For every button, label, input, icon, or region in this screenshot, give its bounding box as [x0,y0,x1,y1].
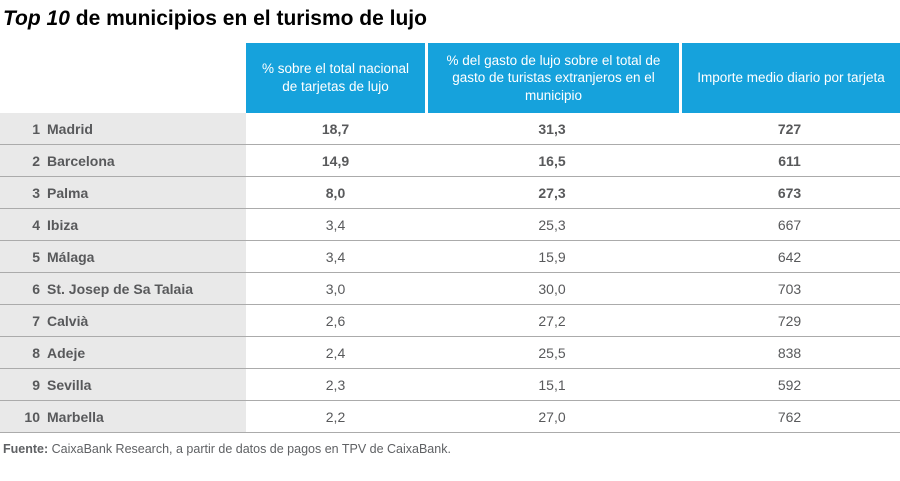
municipality-name: Palma [47,184,89,201]
avg-daily-amount-value: 611 [679,145,900,177]
municipality-cell: 4 Ibiza [0,209,246,241]
avg-daily-amount-value: 703 [679,273,900,305]
municipality-cell: 1 Madrid [0,113,246,145]
municipality-cell: 10 Marbella [0,401,246,433]
municipality-cell: 6 St. Josep de Sa Talaia [0,273,246,305]
pct-national-cards-value: 2,6 [246,305,425,337]
pct-luxury-spend-value: 25,5 [425,337,679,369]
table-row: 8 Adeje 2,4 25,5 838 [0,337,900,369]
table-row: 4 Ibiza 3,4 25,3 667 [0,209,900,241]
column-header-pct-national-cards: % sobre el total nacional de tarjetas de… [246,43,425,113]
avg-daily-amount-value: 762 [679,401,900,433]
avg-daily-amount-value: 838 [679,337,900,369]
pct-national-cards-value: 18,7 [246,113,425,145]
municipality-name: Sevilla [47,376,92,393]
avg-daily-amount-value: 642 [679,241,900,273]
municipality-rank: 10 [24,408,40,425]
table-row: 6 St. Josep de Sa Talaia 3,0 30,0 703 [0,273,900,305]
municipality-rank: 9 [32,376,40,393]
table-row: 5 Málaga 3,4 15,9 642 [0,241,900,273]
municipality-rank: 8 [32,344,40,361]
municipality-rank: 3 [32,184,40,201]
municipality-name: Ibiza [47,216,79,233]
pct-luxury-spend-value: 15,9 [425,241,679,273]
municipality-name: Adeje [47,344,86,361]
title-emphasis: Top 10 [3,7,70,30]
table-row: 9 Sevilla 2,3 15,1 592 [0,369,900,401]
municipality-cell: 7 Calvià [0,305,246,337]
pct-luxury-spend-value: 27,0 [425,401,679,433]
municipality-name: Barcelona [47,152,115,169]
pct-national-cards-value: 3,0 [246,273,425,305]
source-note: Fuente: CaixaBank Research, a partir de … [3,442,900,456]
municipality-cell: 5 Málaga [0,241,246,273]
avg-daily-amount-value: 667 [679,209,900,241]
table-row: 3 Palma 8,0 27,3 673 [0,177,900,209]
column-header-municipality [0,43,246,113]
table-row: 7 Calvià 2,6 27,2 729 [0,305,900,337]
avg-daily-amount-value: 729 [679,305,900,337]
table-row: 1 Madrid 18,7 31,3 727 [0,113,900,145]
pct-national-cards-value: 14,9 [246,145,425,177]
pct-national-cards-value: 2,2 [246,401,425,433]
column-header-avg-daily-amount: Importe medio diario por tarjeta [679,43,900,113]
municipality-rank: 2 [32,152,40,169]
avg-daily-amount-value: 727 [679,113,900,145]
municipality-name: Calvià [47,312,89,329]
pct-luxury-spend-value: 27,3 [425,177,679,209]
pct-luxury-spend-value: 31,3 [425,113,679,145]
pct-luxury-spend-value: 25,3 [425,209,679,241]
municipality-cell: 8 Adeje [0,337,246,369]
pct-national-cards-value: 3,4 [246,209,425,241]
pct-national-cards-value: 3,4 [246,241,425,273]
municipality-rank: 6 [32,280,40,297]
luxury-tourism-table: % sobre el total nacional de tarjetas de… [0,43,900,433]
table-row: 10 Marbella 2,2 27,0 762 [0,401,900,433]
source-label: Fuente: [3,442,49,456]
municipality-rank: 4 [32,216,40,233]
page-title: Top 10 de municipios en el turismo de lu… [3,7,900,31]
table-body: 1 Madrid 18,7 31,3 727 2 Barcelona 14,9 16… [0,113,900,433]
municipality-name: Madrid [47,120,93,137]
municipality-cell: 9 Sevilla [0,369,246,401]
avg-daily-amount-value: 592 [679,369,900,401]
pct-national-cards-value: 8,0 [246,177,425,209]
avg-daily-amount-value: 673 [679,177,900,209]
table-header: % sobre el total nacional de tarjetas de… [0,43,900,113]
pct-national-cards-value: 2,3 [246,369,425,401]
source-text: CaixaBank Research, a partir de datos de… [51,442,451,456]
pct-luxury-spend-value: 15,1 [425,369,679,401]
pct-luxury-spend-value: 16,5 [425,145,679,177]
column-header-pct-luxury-spend: % del gasto de lujo sobre el total de ga… [425,43,679,113]
pct-national-cards-value: 2,4 [246,337,425,369]
municipality-cell: 2 Barcelona [0,145,246,177]
municipality-name: St. Josep de Sa Talaia [47,280,194,297]
table-row: 2 Barcelona 14,9 16,5 611 [0,145,900,177]
municipality-rank: 7 [32,312,40,329]
pct-luxury-spend-value: 27,2 [425,305,679,337]
title-rest: de municipios en el turismo de lujo [75,7,427,30]
municipality-rank: 5 [32,248,40,265]
municipality-cell: 3 Palma [0,177,246,209]
pct-luxury-spend-value: 30,0 [425,273,679,305]
municipality-name: Marbella [47,408,104,425]
municipality-rank: 1 [32,120,40,137]
report-table-figure: Top 10 de municipios en el turismo de lu… [0,7,900,481]
municipality-name: Málaga [47,248,95,265]
